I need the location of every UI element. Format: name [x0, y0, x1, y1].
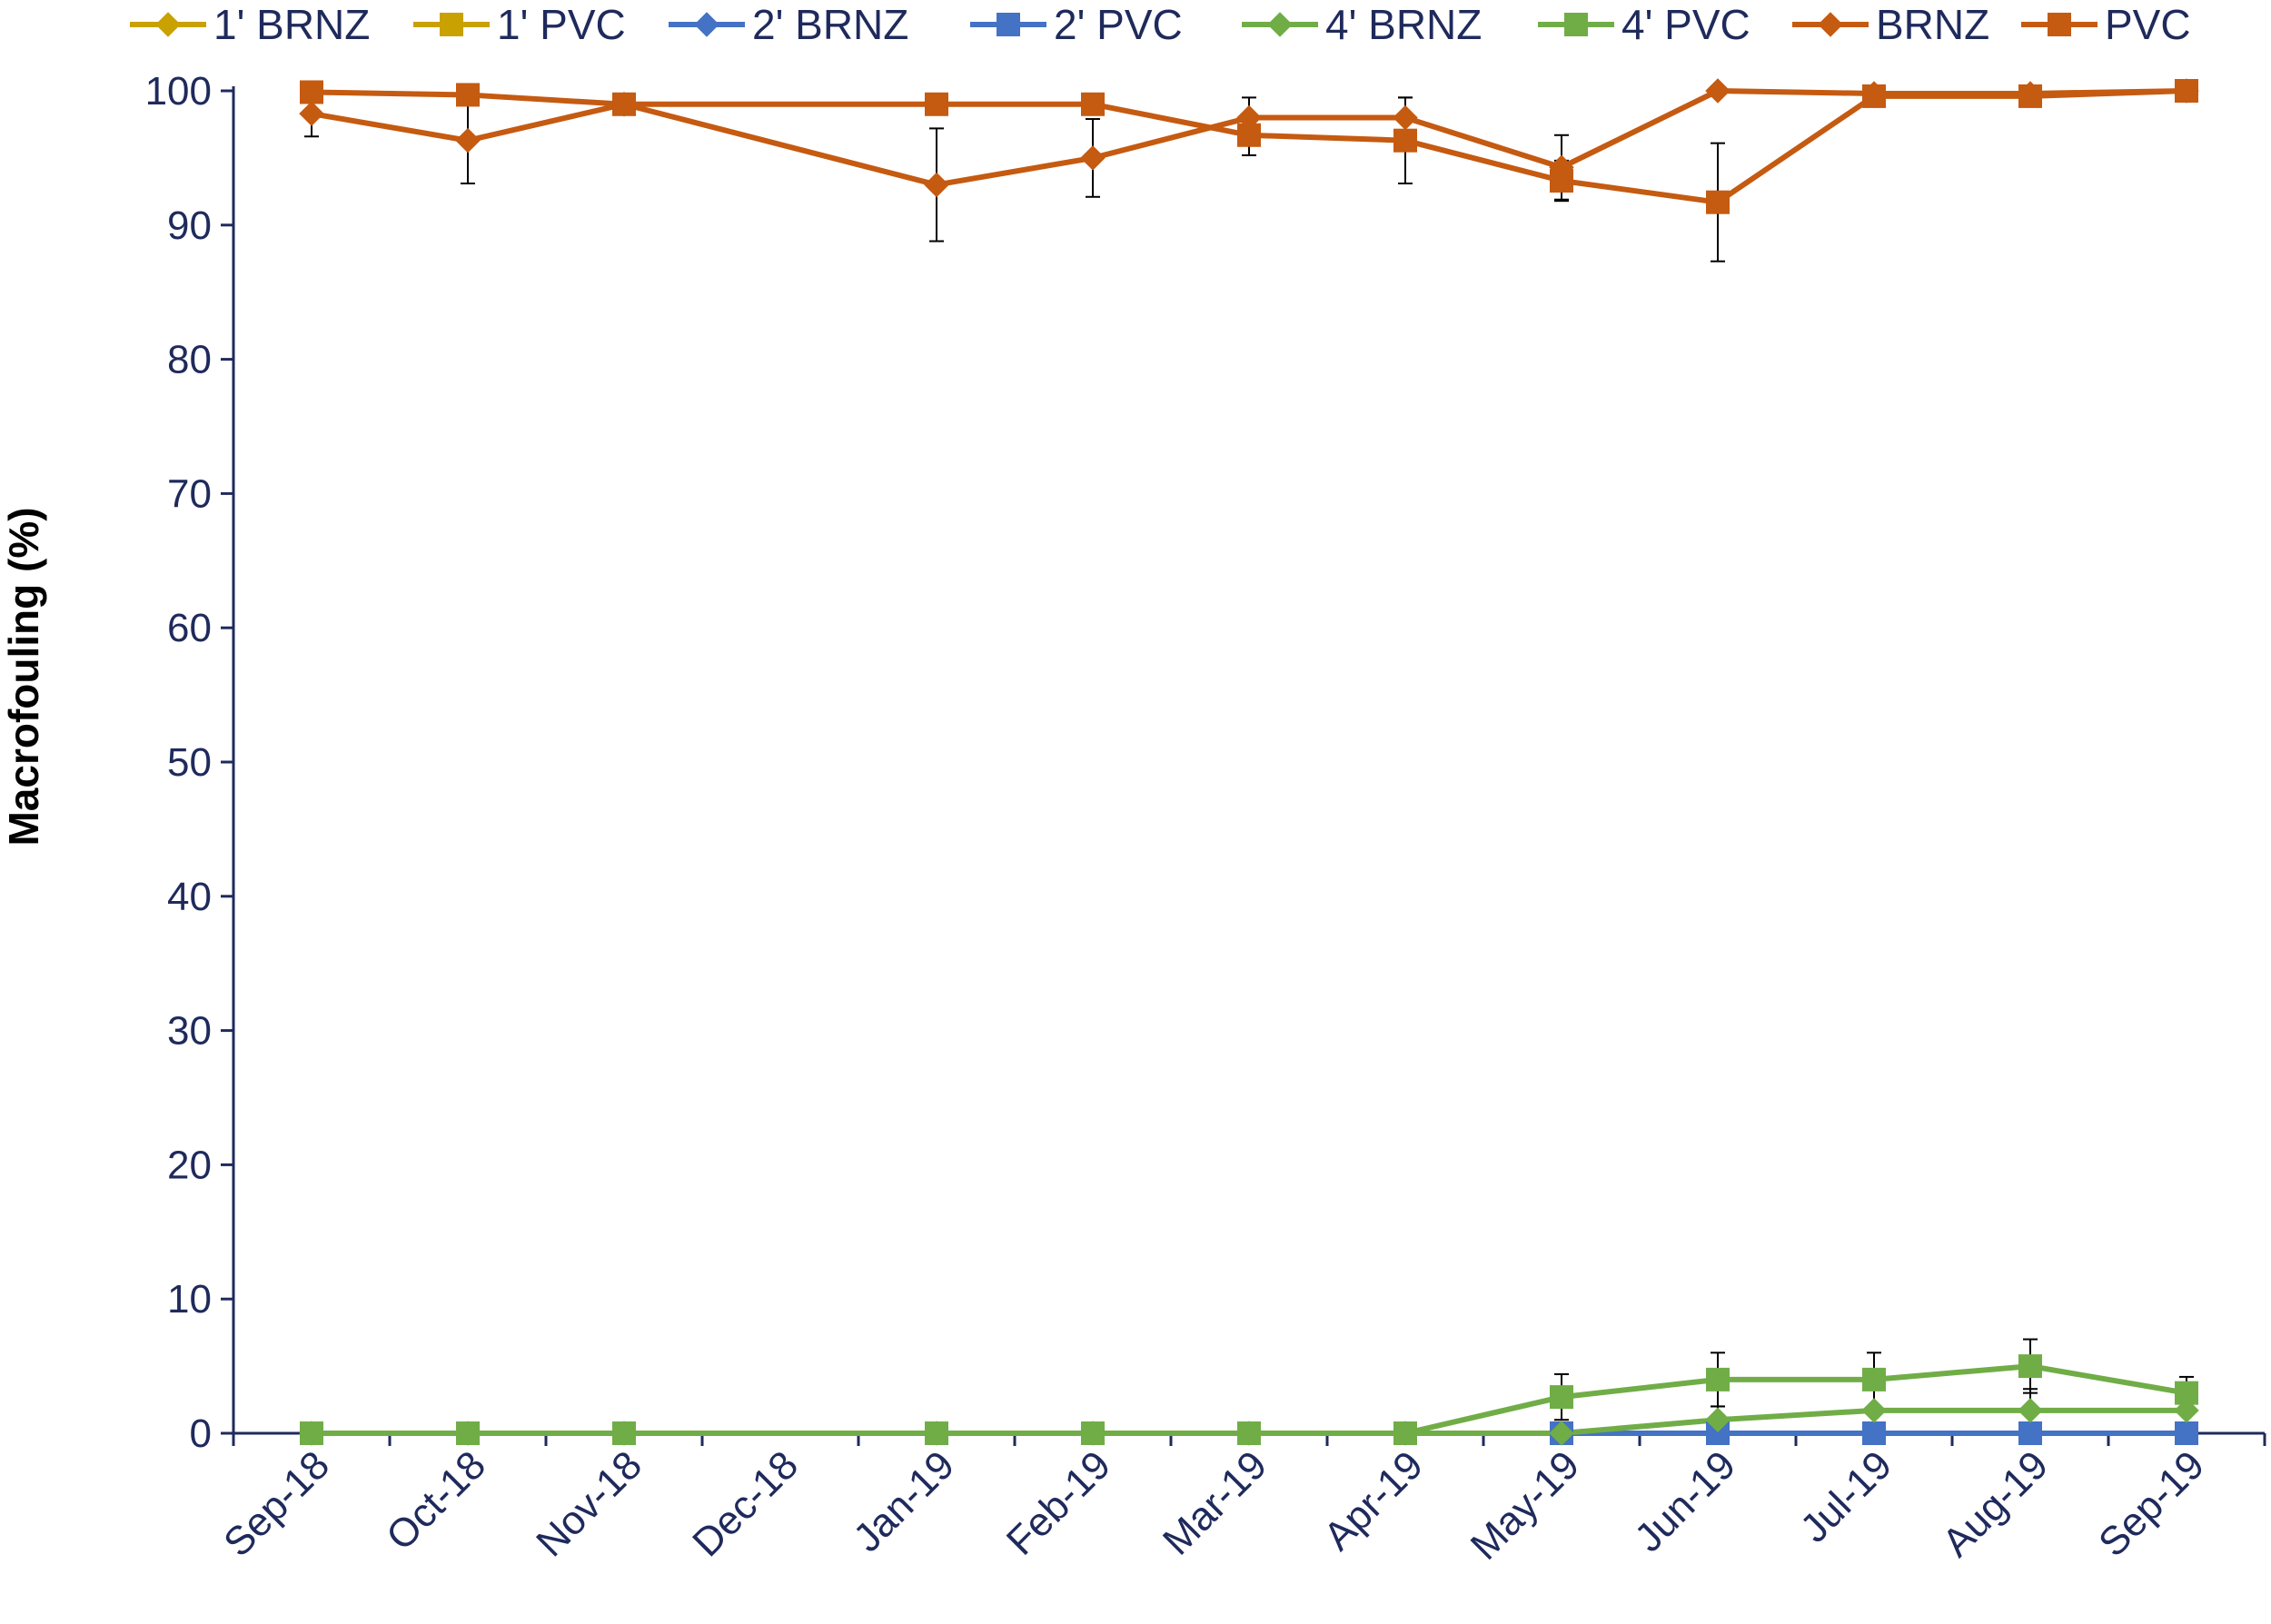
series-4ft-pvc-point — [300, 1421, 323, 1445]
x-tick-label: Oct-18 — [378, 1442, 494, 1559]
error-bars — [304, 90, 2194, 1434]
series-markers — [299, 78, 2199, 1446]
series-2ft-pvc-point — [2018, 1421, 2042, 1445]
series-brnz-point — [299, 101, 324, 126]
y-tick-label: 0 — [190, 1411, 212, 1456]
series-4ft-pvc-point — [1862, 1367, 1886, 1391]
x-tick-label: Sep-19 — [2090, 1442, 2213, 1565]
series-brnz-point — [1705, 78, 1731, 104]
series-brnz-point — [1080, 145, 1106, 171]
series-4ft-pvc-point — [925, 1421, 948, 1445]
legend-4ft-pvc-label: 4' PVC — [1621, 1, 1750, 48]
legend-brnz-label: BRNZ — [1876, 1, 1989, 48]
series-4ft-pvc-point — [1706, 1367, 1730, 1391]
series-pvc-point — [1081, 92, 1105, 116]
series-pvc-point — [1706, 190, 1730, 214]
y-tick-label: 50 — [167, 740, 212, 785]
legend-pvc-label: PVC — [2105, 1, 2191, 48]
x-tick-label: Feb-19 — [998, 1442, 1119, 1563]
series-4ft-brnz-point — [2018, 1398, 2043, 1423]
legend-brnz-swatch-marker — [1818, 12, 1843, 37]
series-pvc-point — [925, 92, 948, 116]
series-4ft-pvc-point — [1550, 1385, 1573, 1410]
series-pvc-point — [1393, 128, 1417, 153]
series-pvc-point — [1550, 169, 1573, 193]
legend-4ft-brnz-swatch-marker — [1267, 12, 1293, 37]
x-tick-label: Dec-18 — [684, 1442, 807, 1565]
legend-2ft-brnz-swatch-marker — [694, 12, 719, 37]
y-axis-label: Macrofouling (%) — [0, 507, 47, 846]
x-tick-label: Nov-18 — [528, 1442, 650, 1565]
x-tick-label: Jan-19 — [845, 1442, 963, 1560]
series-brnz-point — [1393, 104, 1418, 131]
series-pvc-line — [311, 88, 2187, 205]
series-4ft-pvc-point — [456, 1421, 480, 1445]
legend-4ft-brnz-label: 4' BRNZ — [1325, 1, 1482, 48]
legend-1ft-brnz-swatch-marker — [155, 12, 181, 37]
axes — [221, 86, 2266, 1446]
y-axis-label-group: Macrofouling (%) — [0, 507, 47, 846]
series-pvc-point — [2175, 79, 2198, 103]
x-tick-label: Sep-18 — [215, 1442, 338, 1565]
y-tick-label: 10 — [167, 1277, 212, 1322]
legend-4ft-pvc-swatch-marker — [1564, 13, 1588, 36]
y-tick-label: 40 — [167, 875, 212, 919]
series-4ft-pvc-point — [2175, 1381, 2198, 1405]
y-tick-label: 60 — [167, 606, 212, 650]
series-4ft-pvc-point — [1237, 1421, 1261, 1445]
series-brnz-point — [924, 172, 949, 198]
series-4ft-brnz-point — [1705, 1407, 1731, 1432]
legend-1ft-pvc-swatch-marker — [440, 13, 463, 36]
series-4ft-pvc-point — [2018, 1354, 2042, 1379]
series-4ft-pvc-point — [612, 1421, 636, 1445]
legend-1ft-pvc-label: 1' PVC — [497, 1, 626, 48]
x-tick-label: Aug-19 — [1934, 1442, 2057, 1565]
x-tick-label: May-19 — [1463, 1442, 1588, 1568]
series-4ft-brnz-point — [1861, 1398, 1887, 1423]
x-tick-labels: Sep-18 Oct-18 Nov-18 Dec-18 Jan-19 Feb-19 Mar-… — [215, 1442, 2213, 1568]
series-2ft-pvc-point — [1862, 1421, 1886, 1445]
series-pvc-point — [1862, 84, 1886, 108]
y-tick-label: 30 — [167, 1009, 212, 1054]
x-tick-label: Mar-19 — [1155, 1442, 1275, 1563]
series-pvc-point — [1237, 123, 1261, 147]
series-4ft-pvc-line — [312, 1363, 2187, 1436]
series-pvc-point — [300, 80, 323, 104]
legend-pvc-swatch-marker — [2048, 13, 2071, 36]
series-2ft-pvc-point — [2175, 1421, 2198, 1445]
legend-2ft-pvc-swatch-marker — [997, 13, 1020, 36]
y-tick-label: 90 — [167, 203, 212, 248]
series-lines — [311, 88, 2187, 1436]
series-4ft-brnz-point — [1549, 1421, 1574, 1446]
y-tick-label: 20 — [167, 1143, 212, 1187]
legend-2ft-brnz-label: 2' BRNZ — [752, 1, 908, 48]
legend-2ft-pvc-label: 2' PVC — [1054, 1, 1183, 48]
series-brnz-point — [455, 127, 481, 153]
y-tick-label: 80 — [167, 338, 212, 382]
x-tick-label: Jul-19 — [1792, 1442, 1900, 1550]
x-tick-label: Jun-19 — [1626, 1442, 1744, 1560]
y-tick-label: 100 — [145, 69, 212, 114]
series-4ft-pvc-point — [1393, 1421, 1417, 1445]
series-pvc-point — [2018, 84, 2042, 108]
legend-1ft-brnz-label: 1' BRNZ — [213, 1, 370, 48]
x-tick-label: Apr-19 — [1315, 1442, 1432, 1559]
series-pvc-point — [456, 83, 480, 107]
y-tick-labels: 0 10 20 30 40 50 60 70 80 90 100 — [145, 69, 212, 1456]
y-tick-label: 70 — [167, 471, 212, 516]
series-pvc-point — [612, 92, 636, 116]
series-4ft-pvc-point — [1081, 1421, 1105, 1445]
legend: 1' BRNZ 1' PVC 2' BRNZ 2' PVC 4' BRNZ 4' PVC B… — [130, 1, 2191, 48]
